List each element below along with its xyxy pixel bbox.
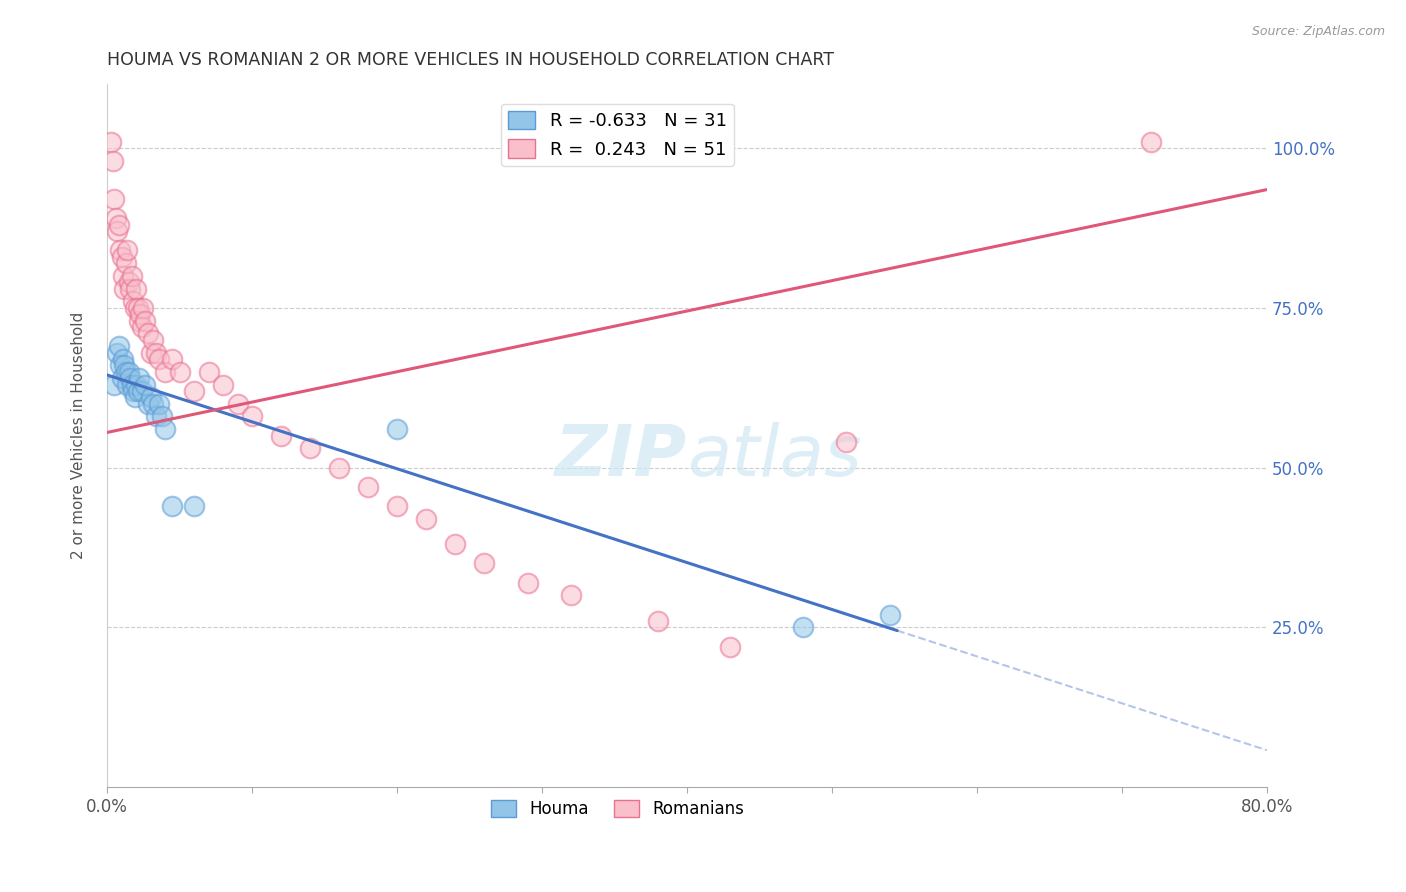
Point <box>115 256 138 270</box>
Point <box>105 345 128 359</box>
Point <box>148 397 170 411</box>
Point <box>240 409 263 424</box>
Point <box>115 365 138 379</box>
Point <box>124 301 146 315</box>
Point <box>124 390 146 404</box>
Point <box>118 275 141 289</box>
Point <box>117 244 139 258</box>
Point <box>183 384 205 398</box>
Point <box>139 345 162 359</box>
Point <box>720 640 742 654</box>
Text: ZIP: ZIP <box>555 422 688 491</box>
Text: Source: ZipAtlas.com: Source: ZipAtlas.com <box>1251 25 1385 38</box>
Point <box>111 268 134 283</box>
Point <box>136 397 159 411</box>
Point <box>142 397 165 411</box>
Point <box>385 422 408 436</box>
Legend: Houma, Romanians: Houma, Romanians <box>484 793 751 824</box>
Point <box>110 250 132 264</box>
Point <box>169 365 191 379</box>
Point <box>103 192 125 206</box>
Point <box>560 589 582 603</box>
Point <box>142 333 165 347</box>
Point <box>111 351 134 366</box>
Point <box>153 422 176 436</box>
Point <box>100 135 122 149</box>
Point <box>145 409 167 424</box>
Text: atlas: atlas <box>688 422 862 491</box>
Point <box>117 377 139 392</box>
Point <box>212 377 235 392</box>
Point <box>131 320 153 334</box>
Point <box>226 397 249 411</box>
Point <box>132 301 155 315</box>
Point <box>104 211 127 226</box>
Point <box>114 282 136 296</box>
Point <box>107 339 129 353</box>
Point <box>103 377 125 392</box>
Point <box>153 365 176 379</box>
Point <box>108 244 131 258</box>
Text: HOUMA VS ROMANIAN 2 OR MORE VEHICLES IN HOUSEHOLD CORRELATION CHART: HOUMA VS ROMANIAN 2 OR MORE VEHICLES IN … <box>107 51 834 69</box>
Point <box>516 575 538 590</box>
Point <box>134 313 156 327</box>
Point <box>128 371 150 385</box>
Point <box>101 153 124 168</box>
Point <box>472 557 495 571</box>
Point <box>120 282 142 296</box>
Point <box>299 442 322 456</box>
Point <box>128 313 150 327</box>
Point <box>183 499 205 513</box>
Point <box>136 326 159 341</box>
Point <box>118 365 141 379</box>
Point <box>385 499 408 513</box>
Point <box>125 377 148 392</box>
Point <box>647 614 669 628</box>
Point <box>122 384 145 398</box>
Point <box>328 460 350 475</box>
Point <box>444 537 467 551</box>
Point <box>148 351 170 366</box>
Point <box>122 294 145 309</box>
Point <box>835 435 858 450</box>
Point <box>162 499 184 513</box>
Point <box>107 218 129 232</box>
Point <box>162 351 184 366</box>
Point <box>139 390 162 404</box>
Point <box>197 365 219 379</box>
Point <box>150 409 173 424</box>
Point <box>792 620 814 634</box>
Point <box>108 359 131 373</box>
Point <box>120 371 142 385</box>
Point <box>879 607 901 622</box>
Point <box>1140 135 1163 149</box>
Point <box>125 282 148 296</box>
Point <box>105 224 128 238</box>
Point <box>121 268 143 283</box>
Point <box>134 377 156 392</box>
Point <box>127 384 149 398</box>
Point <box>110 371 132 385</box>
Point <box>114 359 136 373</box>
Point <box>127 301 149 315</box>
Y-axis label: 2 or more Vehicles in Household: 2 or more Vehicles in Household <box>72 312 86 559</box>
Point <box>131 384 153 398</box>
Point <box>121 377 143 392</box>
Point <box>270 428 292 442</box>
Point <box>357 480 380 494</box>
Point <box>145 345 167 359</box>
Point <box>129 307 152 321</box>
Point <box>415 512 437 526</box>
